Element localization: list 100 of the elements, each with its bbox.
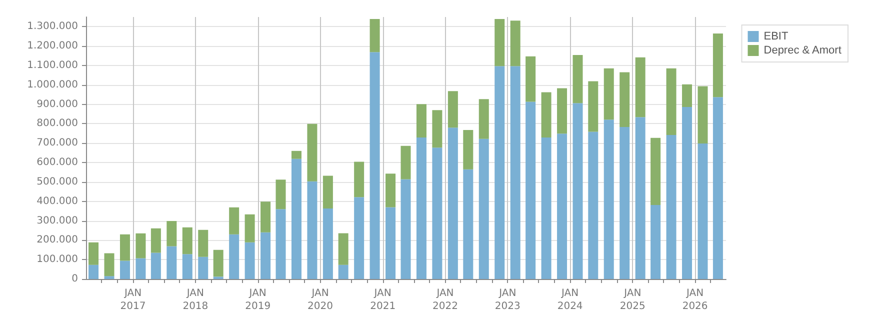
y-tick-label: 600.000 <box>36 157 78 168</box>
bar <box>213 250 224 277</box>
bar <box>150 252 161 279</box>
x-tick-label: JAN 2024 <box>557 288 583 312</box>
x-tick-label: JAN 2018 <box>182 288 208 312</box>
bar <box>698 144 708 279</box>
y-tick-label: 800.000 <box>36 118 78 130</box>
bar <box>182 227 192 254</box>
y-tick-label: 1.000.000 <box>27 79 78 90</box>
bar <box>354 162 364 198</box>
bar <box>698 86 708 144</box>
bar <box>322 176 333 209</box>
bar <box>386 207 396 279</box>
bar <box>635 57 646 118</box>
bar <box>198 230 208 257</box>
bar <box>400 146 411 180</box>
bar <box>510 20 520 66</box>
y-tick-label: 200.000 <box>36 234 78 246</box>
bar <box>291 150 302 159</box>
bar <box>307 181 318 279</box>
bar <box>620 72 630 128</box>
bar <box>682 107 692 279</box>
legend-label: Deprec & Amort <box>764 44 842 56</box>
bar <box>478 99 489 139</box>
bar <box>322 208 333 279</box>
y-tick-label: 1.200.000 <box>27 40 78 52</box>
bar <box>244 242 255 279</box>
bar <box>572 55 583 104</box>
bar <box>88 264 99 279</box>
bar <box>120 260 130 279</box>
bar <box>120 234 130 261</box>
bar <box>557 134 568 279</box>
bar <box>541 138 552 279</box>
x-tick-label: JAN 2025 <box>620 288 646 312</box>
y-tick-label: 700.000 <box>36 138 78 149</box>
bar <box>712 33 723 98</box>
bar <box>229 234 240 279</box>
bar <box>338 233 348 265</box>
bar <box>354 197 364 279</box>
bar <box>136 258 146 279</box>
bar <box>400 179 411 279</box>
bar <box>88 242 99 265</box>
y-tick-label: 100.000 <box>36 254 78 266</box>
bar <box>712 97 723 279</box>
bar <box>494 18 505 66</box>
bar <box>432 148 442 279</box>
bar <box>666 134 676 279</box>
bar <box>635 117 646 279</box>
bar <box>526 56 536 102</box>
bar <box>104 276 114 279</box>
bar <box>666 68 676 135</box>
bar <box>588 132 598 279</box>
y-tick-label: 0 <box>72 274 78 284</box>
legend-label: EBIT <box>764 30 788 42</box>
bar <box>276 209 286 279</box>
bar <box>338 264 348 279</box>
bar <box>182 254 192 279</box>
x-tick-label: JAN 2017 <box>120 288 146 312</box>
bar <box>370 52 380 279</box>
bar <box>276 180 286 210</box>
x-tick-label: JAN 2023 <box>494 288 520 312</box>
bar <box>229 207 240 234</box>
y-tick-label: 1.300.000 <box>27 21 78 32</box>
bar <box>416 104 426 138</box>
bar <box>150 228 161 253</box>
bar <box>260 202 271 232</box>
x-tick-label: JAN 2019 <box>245 288 271 312</box>
bar <box>432 110 442 148</box>
bar <box>448 128 458 279</box>
bar <box>370 18 380 52</box>
bar <box>526 102 536 279</box>
bar <box>166 246 177 279</box>
bar <box>386 174 396 208</box>
bar <box>494 66 505 279</box>
bar <box>620 127 630 279</box>
bar <box>104 253 114 276</box>
x-tick-label: JAN 2020 <box>308 288 333 312</box>
x-tick-label: JAN 2022 <box>432 288 458 312</box>
bar <box>650 138 661 206</box>
bar <box>650 205 661 279</box>
bar <box>541 92 552 138</box>
y-tick-label: 500.000 <box>36 176 78 188</box>
x-tick-label: JAN 2026 <box>682 288 708 312</box>
bar <box>244 214 255 242</box>
bar <box>604 120 614 279</box>
bar <box>588 81 598 132</box>
bar <box>463 130 474 170</box>
y-tick-label: 900.000 <box>36 98 78 110</box>
bar <box>557 88 568 134</box>
bar <box>136 233 146 258</box>
bar <box>682 84 692 108</box>
bar <box>604 68 614 120</box>
y-tick-label: 1.100.000 <box>27 60 78 72</box>
bar <box>416 138 426 279</box>
y-tick-label: 400.000 <box>36 196 78 207</box>
bar <box>166 220 177 246</box>
bar <box>198 256 208 279</box>
bar <box>291 158 302 279</box>
bar <box>260 232 271 279</box>
bar <box>448 91 458 128</box>
